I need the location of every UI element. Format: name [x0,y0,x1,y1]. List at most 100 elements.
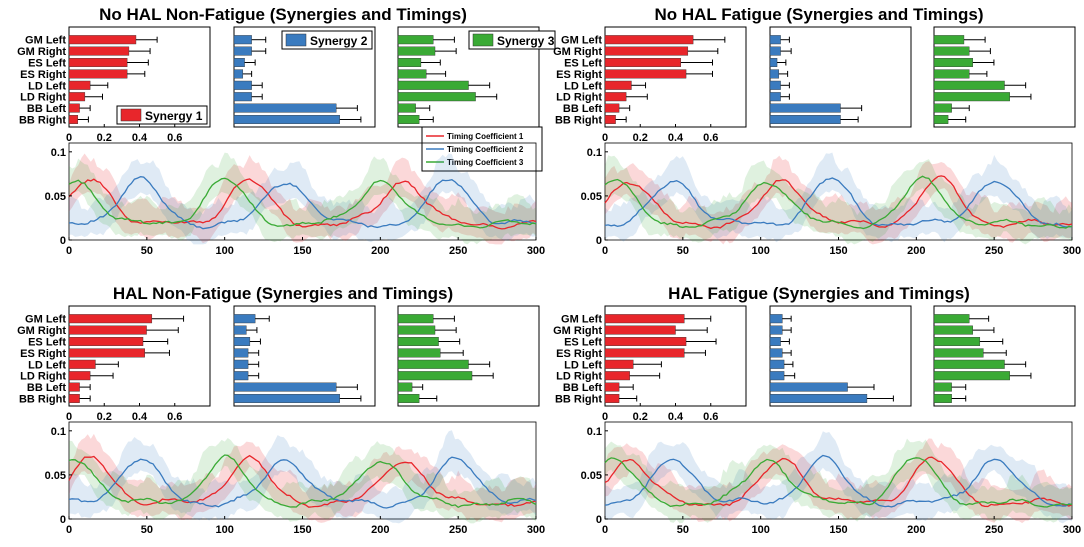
bar [769,337,781,347]
bar [68,359,96,369]
bar-tick-label: 0.2 [633,132,648,144]
x-tick-label: 200 [371,245,389,257]
bar [769,393,868,403]
bar [769,58,778,68]
bar [933,337,981,347]
y-tick-label: 0.05 [45,470,66,482]
bar [397,69,427,79]
bar [769,382,848,392]
bar [397,80,469,90]
bar [233,348,249,358]
bar [233,35,252,45]
bar [933,359,1005,369]
bar [604,337,687,347]
muscle-label: GM Left [25,314,66,326]
timing-line-2 [68,456,537,509]
timing-line-2 [604,177,1073,228]
y-tick-label: 0 [596,235,602,247]
muscle-label: BB Left [563,382,602,394]
bar [233,393,340,403]
muscle-label: GM Right [553,46,602,58]
bar [769,92,781,102]
bar [933,114,949,124]
y-tick-label: 0.05 [45,191,66,203]
bar [233,314,256,324]
bar [397,103,416,113]
bar [233,69,244,79]
x-tick-label: 300 [1063,524,1081,536]
x-tick-label: 0 [66,245,72,257]
bar [233,371,249,381]
bar [604,325,676,335]
muscle-label: LD Right [20,92,66,104]
bar [68,58,128,68]
x-tick-label: 100 [751,524,769,536]
bar [233,114,340,124]
bar-tick-label: 0 [602,411,608,423]
bar [397,58,422,68]
legend-label: Timing Coefficient 3 [447,158,524,167]
synergy-2-axes [769,26,912,128]
bar [397,348,441,358]
synergy-legend-3: Synergy 3 [468,30,556,50]
bar [769,325,783,335]
muscle-label: ES Left [28,337,66,349]
synergy-2-axes [233,305,376,407]
bar [769,35,781,45]
bar [397,359,469,369]
bar-tick-label: 0.4 [668,411,684,423]
bar [397,46,436,56]
muscle-label: GM Left [561,35,602,47]
synergy-1-axes [604,305,747,407]
bar [604,35,694,45]
muscle-label: ES Left [28,58,66,70]
timing-axes: 0 50 100 150 200 250 300 0 0.05 0.1 [45,142,545,257]
bar [769,359,785,369]
bar [604,371,630,381]
muscle-label: ES Left [564,337,602,349]
x-tick-label: 200 [907,245,925,257]
panel-3: HAL Non-Fatigue (Synergies and Timings) G… [17,284,545,536]
timing-line-2 [68,176,537,230]
bar [233,92,252,102]
bar [233,80,252,90]
muscle-label: GM Left [561,314,602,326]
muscle-label: GM Right [17,325,66,337]
legend-label: Timing Coefficient 1 [447,132,524,141]
bar [68,114,79,124]
bar [769,46,781,56]
synergy-3-axes [397,305,540,407]
bar [397,92,476,102]
bar [68,325,147,335]
muscle-label: GM Right [553,325,602,337]
timing-line-2 [604,454,1073,508]
bar-tick-label: 0.2 [633,411,648,423]
bar [933,58,973,68]
bar [769,103,841,113]
bar [233,382,337,392]
bar [68,393,80,403]
synergy-legend-1: Synergy 1 [116,105,208,125]
x-tick-label: 50 [141,245,153,257]
timing-line-1 [68,178,537,230]
bar [68,92,86,102]
muscle-label: LD Left [564,80,602,92]
timing-line-3 [604,457,1073,508]
bar [769,80,781,90]
legend-swatch [285,33,307,47]
synergy-3-axes [933,305,1076,407]
timing-line-3 [68,177,537,229]
bar-tick-label: 0.6 [167,411,182,423]
x-tick-label: 50 [677,524,689,536]
y-tick-label: 0 [60,235,66,247]
bar-tick-label: 0 [66,411,72,423]
bar [604,114,616,124]
muscle-label: LD Left [564,359,602,371]
bar-tick-label: 0 [602,132,608,144]
bar [233,337,251,347]
muscle-label: BB Right [555,115,602,127]
bar [397,325,436,335]
muscle-label: BB Left [27,103,66,115]
x-tick-label: 100 [215,245,233,257]
bar [769,371,785,381]
